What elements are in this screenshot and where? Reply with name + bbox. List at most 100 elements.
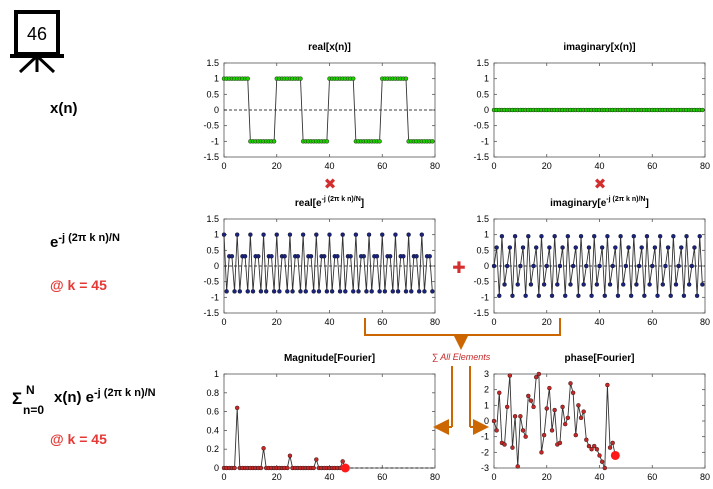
chart-title: real[x(n)]: [308, 42, 351, 53]
data-point: [356, 289, 361, 294]
x-tick-label: 40: [594, 161, 604, 171]
x-tick-label: 20: [542, 472, 552, 482]
data-point: [401, 254, 406, 259]
data-point: [539, 450, 544, 455]
data-point: [335, 254, 340, 259]
data-point: [369, 289, 374, 294]
x-tick-label: 80: [430, 472, 440, 482]
data-point: [366, 232, 372, 237]
y-tick-label: 0.4: [206, 425, 219, 435]
data-point: [507, 373, 513, 378]
data-point: [515, 464, 520, 469]
y-tick-label: -1.5: [203, 308, 219, 318]
x-tick-label: 20: [272, 472, 282, 482]
row-label-kernel: e-j (2π k n)/N: [50, 232, 120, 251]
data-point: [221, 232, 227, 237]
data-point: [686, 282, 692, 287]
data-point: [526, 234, 531, 239]
data-point: [311, 289, 316, 294]
data-point: [563, 293, 568, 298]
data-point: [229, 254, 235, 259]
data-point: [565, 415, 571, 421]
data-point: [295, 254, 301, 259]
row-label-xn: x(n): [50, 100, 78, 117]
data-point: [594, 282, 600, 287]
data-point: [634, 282, 639, 287]
data-point: [258, 289, 264, 294]
data-point: [491, 418, 497, 424]
sum-lower-limit: n=0: [23, 403, 45, 417]
data-point: [258, 465, 264, 471]
y-tick-label: 1: [214, 230, 219, 240]
y-tick-label: -1.5: [473, 152, 489, 162]
data-point: [541, 282, 547, 287]
data-point: [327, 232, 332, 237]
y-tick-label: 1: [214, 369, 219, 379]
y-tick-label: 0.5: [206, 89, 219, 99]
sum-upper-limit: N: [26, 383, 35, 397]
data-point: [234, 405, 240, 411]
data-point: [248, 232, 253, 237]
data-point: [605, 234, 610, 239]
data-point: [544, 406, 549, 411]
dft-exponent: -j (2π k n)/N: [94, 387, 156, 399]
data-point: [393, 232, 398, 237]
kernel-exponent: -j (2π k n)/N: [58, 232, 120, 244]
data-point: [592, 234, 597, 239]
chart-imag_e: imaginary[e-j (2π k n)/N] 0 20 40 60 80 1.5 1 0.…: [473, 196, 710, 327]
y-tick-label: 0: [214, 261, 219, 271]
data-point: [536, 293, 542, 298]
data-point: [547, 245, 552, 250]
data-point: [343, 289, 348, 294]
data-point: [353, 232, 359, 237]
y-tick-label: 1: [214, 74, 219, 84]
multiply-icon-right: ✖: [594, 176, 607, 193]
data-point: [340, 459, 345, 464]
data-point: [234, 232, 240, 237]
data-point: [271, 139, 277, 144]
data-point: [271, 289, 277, 294]
data-point: [287, 453, 293, 458]
data-point: [329, 289, 335, 294]
data-point: [523, 434, 528, 439]
data-point: [502, 442, 507, 447]
data-point: [351, 76, 356, 81]
data-point: [665, 245, 671, 250]
data-point: [380, 232, 385, 237]
x-tick-label: 60: [377, 161, 387, 171]
data-point: [387, 254, 393, 259]
y-tick-label: -0.5: [203, 277, 219, 287]
data-point: [531, 404, 536, 410]
plus-icon: ✚: [452, 260, 465, 277]
data-point: [518, 414, 523, 419]
data-point: [261, 232, 266, 237]
data-point: [512, 414, 518, 419]
dft-body-text: x(n) e: [54, 389, 95, 406]
data-point: [671, 234, 676, 239]
x-tick-label: 20: [542, 161, 552, 171]
data-point: [655, 293, 660, 298]
x-tick-label: 60: [647, 472, 657, 482]
series-line: [493, 236, 703, 296]
data-point: [316, 289, 322, 294]
y-tick-label: -1: [211, 136, 219, 146]
y-tick-label: 0: [214, 463, 219, 473]
data-point: [285, 465, 290, 471]
y-tick-label: -0.5: [203, 121, 219, 131]
y-tick-label: 0.6: [206, 407, 219, 417]
chart-real_x: real[x(n)] 0 20 40 60 80 1.5 1 0.5 0 -0.5 -1 -1.5: [203, 42, 440, 171]
y-tick-label: -1.5: [203, 152, 219, 162]
chart-title: phase[Fourier]: [564, 353, 634, 364]
data-point: [599, 459, 605, 464]
data-point: [647, 282, 652, 287]
data-point: [416, 289, 422, 294]
data-point: [597, 263, 602, 269]
data-point: [430, 139, 435, 144]
data-point: [523, 293, 528, 298]
data-point: [502, 282, 507, 287]
data-point: [610, 440, 615, 446]
data-point: [642, 293, 647, 298]
y-tick-label: 0: [484, 416, 489, 426]
data-point: [589, 447, 594, 452]
